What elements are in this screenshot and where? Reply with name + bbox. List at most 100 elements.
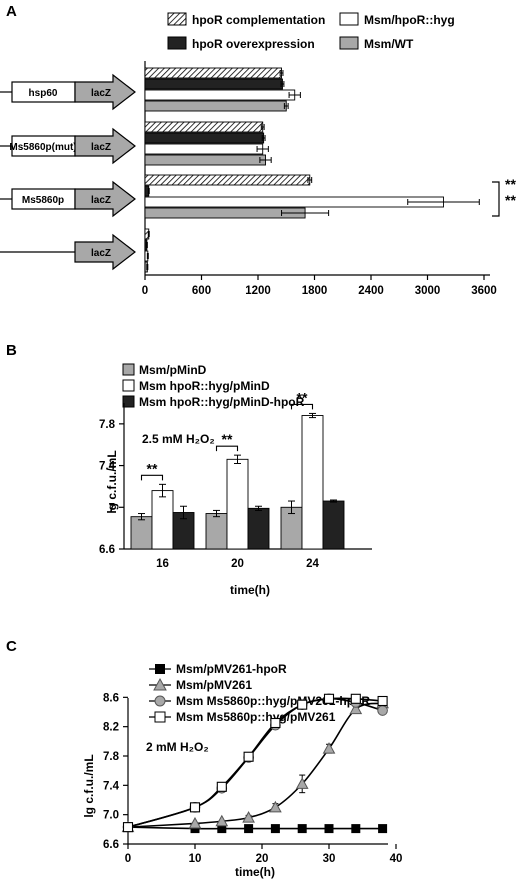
data-point (216, 781, 227, 792)
x-tick-label: 3600 (471, 285, 497, 297)
y-tick-label: 8.2 (103, 722, 119, 734)
panel-c-chart: Msm/pMV261-hpoR Msm/pMV261 Msm Ms5860p::… (82, 662, 402, 879)
condition-label: 2 mM H₂O₂ (146, 740, 209, 754)
data-point (324, 824, 334, 834)
data-point (217, 824, 227, 834)
legend-label: hpoR complementation (192, 13, 325, 27)
significance-bracket (140, 474, 164, 481)
legend-swatch (167, 12, 187, 26)
legend-label: Msm/pMV261-hpoR (176, 662, 287, 676)
legend-swatch (167, 36, 187, 50)
x-tick-label: 20 (256, 853, 269, 865)
x-tick-label: 600 (192, 285, 211, 297)
x-axis-title: time(h) (235, 865, 275, 879)
legend-label: Msm hpoR::hyg/pMinD-hpoR (139, 395, 305, 409)
x-tick-label: 1800 (302, 285, 328, 297)
legend-marker (153, 677, 167, 691)
legend-a: hpoR complementation Msm/hpoR::hyg hpoR … (167, 12, 455, 51)
y-axis-title: lg c.f.u./mL (82, 754, 96, 817)
construct-ms5860p: Ms5860p lacZ (0, 180, 136, 218)
data-point (295, 777, 309, 789)
data-point (377, 695, 388, 707)
bar (301, 415, 324, 550)
bar (144, 78, 283, 90)
x-tick-label: 20 (231, 558, 244, 570)
bar (144, 121, 264, 133)
x-tick-label: 10 (189, 853, 202, 865)
x-tick-label: 0 (125, 853, 131, 865)
bar (205, 513, 228, 550)
promoter-label: Ms5860p(mut) (9, 142, 76, 153)
data-point (270, 717, 281, 729)
bar (151, 490, 174, 550)
data-point (189, 802, 201, 813)
y-tick-label: 7.8 (103, 751, 120, 763)
legend-marker (155, 664, 165, 674)
legend-label: Msm/hpoR::hyg (364, 13, 455, 27)
legend-marker (154, 695, 166, 707)
y-tick-label: 7.8 (99, 419, 116, 431)
lacz-arrow (74, 127, 136, 165)
lacz-arrow (74, 233, 136, 271)
legend-swatch (122, 379, 135, 392)
reporter-label: lacZ (91, 88, 111, 99)
y-tick-label: 6.6 (99, 544, 115, 556)
bar (247, 507, 270, 550)
data-point (349, 702, 363, 715)
x-tick-label: 40 (390, 853, 403, 865)
y-tick-label: 7 (109, 502, 115, 514)
promoter-label: hsp60 (29, 88, 58, 99)
panel-b-label: B (6, 342, 17, 359)
x-tick-label: 16 (156, 558, 169, 570)
panel-a-chart: hpoR complementation Msm/hpoR::hyg hpoR … (0, 12, 516, 297)
x-tick-label: 24 (306, 558, 319, 570)
legend-label: Msm/WT (364, 37, 414, 51)
data-point (378, 824, 388, 834)
y-tick-label: 8.6 (103, 692, 119, 704)
y-axis-title: lg c.f.u./mL (105, 450, 119, 513)
legend-label: Msm Ms5860p::hyg/pMV261 (176, 710, 336, 724)
data-point (244, 824, 254, 834)
y-tick-label: 7.4 (99, 461, 116, 473)
data-point (188, 816, 202, 829)
legend-label: Msm/pMinD (139, 363, 207, 377)
bar (144, 100, 287, 112)
significance-bracket (290, 403, 314, 410)
construct-promoterless: lacZ (0, 233, 136, 271)
y-tick-label: 6.6 (103, 839, 119, 851)
bar (322, 500, 345, 550)
y-tick-label: 7.4 (103, 780, 120, 792)
data-point (122, 822, 134, 833)
lacz-arrow (74, 180, 136, 218)
reporter-label: lacZ (91, 142, 111, 153)
legend-label: hpoR overexpression (192, 37, 315, 51)
reporter-label: lacZ (91, 248, 111, 259)
bar (144, 154, 266, 166)
panel-a-label: A (6, 3, 17, 20)
significance-marker: ** (297, 389, 308, 405)
data-point (270, 824, 280, 834)
legend-swatch (122, 395, 135, 408)
significance-marker: ** (147, 460, 158, 476)
data-point (243, 751, 254, 762)
data-point (350, 693, 361, 704)
legend-swatch (122, 363, 135, 376)
data-point (297, 699, 308, 710)
bar (144, 174, 311, 186)
x-axis-title: time(h) (230, 583, 270, 597)
legend-swatch (339, 36, 359, 50)
significance-bracket-a: ** ** (492, 176, 516, 217)
significance-marker: ** (222, 431, 233, 447)
x-tick-label: 2400 (358, 285, 384, 297)
bar (144, 143, 264, 155)
construct-ms5860p-mut: Ms5860p(mut) lacZ (0, 127, 136, 165)
data-point (190, 824, 200, 834)
x-tick-label: 0 (142, 285, 148, 297)
legend-c: Msm/pMV261-hpoR Msm/pMV261 Msm Ms5860p::… (149, 662, 370, 724)
bar (226, 458, 249, 550)
data-point (269, 800, 282, 813)
legend-swatch (339, 12, 359, 26)
data-point (351, 824, 361, 834)
y-tick-label: 7.0 (103, 810, 119, 822)
